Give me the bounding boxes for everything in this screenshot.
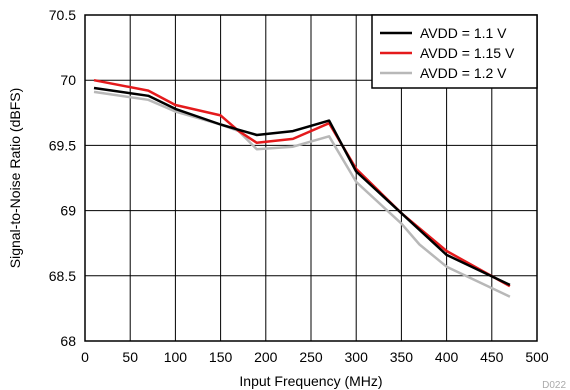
x-axis-title: Input Frequency (MHz) [239,373,382,389]
y-tick-label: 69 [60,203,76,219]
series-layer [93,78,511,298]
legend-box [371,14,538,89]
series-line-3 [93,90,511,298]
legend: AVDD = 1.1 V AVDD = 1.15 V AVDD = 1.2 V [371,14,538,89]
x-tick-label: 400 [435,349,459,365]
x-tick-label: 450 [480,349,504,365]
legend-label: AVDD = 1.1 V [420,25,507,41]
x-tick-label: 50 [122,349,138,365]
y-tick-labels: 68 68.5 69 69.5 70 70.5 [49,7,76,349]
x-tick-label: 0 [81,349,89,365]
legend-label: AVDD = 1.2 V [420,65,507,81]
x-tick-label: 200 [254,349,278,365]
y-tick-label: 70.5 [49,7,76,23]
x-tick-label: 300 [345,349,369,365]
y-tick-label: 70 [60,72,76,88]
legend-label: AVDD = 1.15 V [420,45,515,61]
x-tick-label: 150 [209,349,233,365]
x-tick-label: 100 [164,349,188,365]
y-axis-title: Signal-to-Noise Ratio (dBFS) [7,88,23,269]
x-tick-label: 500 [525,349,549,365]
y-tick-label: 68 [60,333,76,349]
x-tick-label: 350 [390,349,414,365]
x-tick-label: 250 [299,349,323,365]
x-tick-labels: 0 50 100 150 200 250 300 350 400 450 500 [81,349,549,365]
series-line-1 [93,86,511,287]
plot-frame [84,14,538,342]
y-tick-label: 69.5 [49,137,76,153]
y-tick-label: 68.5 [49,268,76,284]
figure-id-label: D022 [542,380,566,390]
